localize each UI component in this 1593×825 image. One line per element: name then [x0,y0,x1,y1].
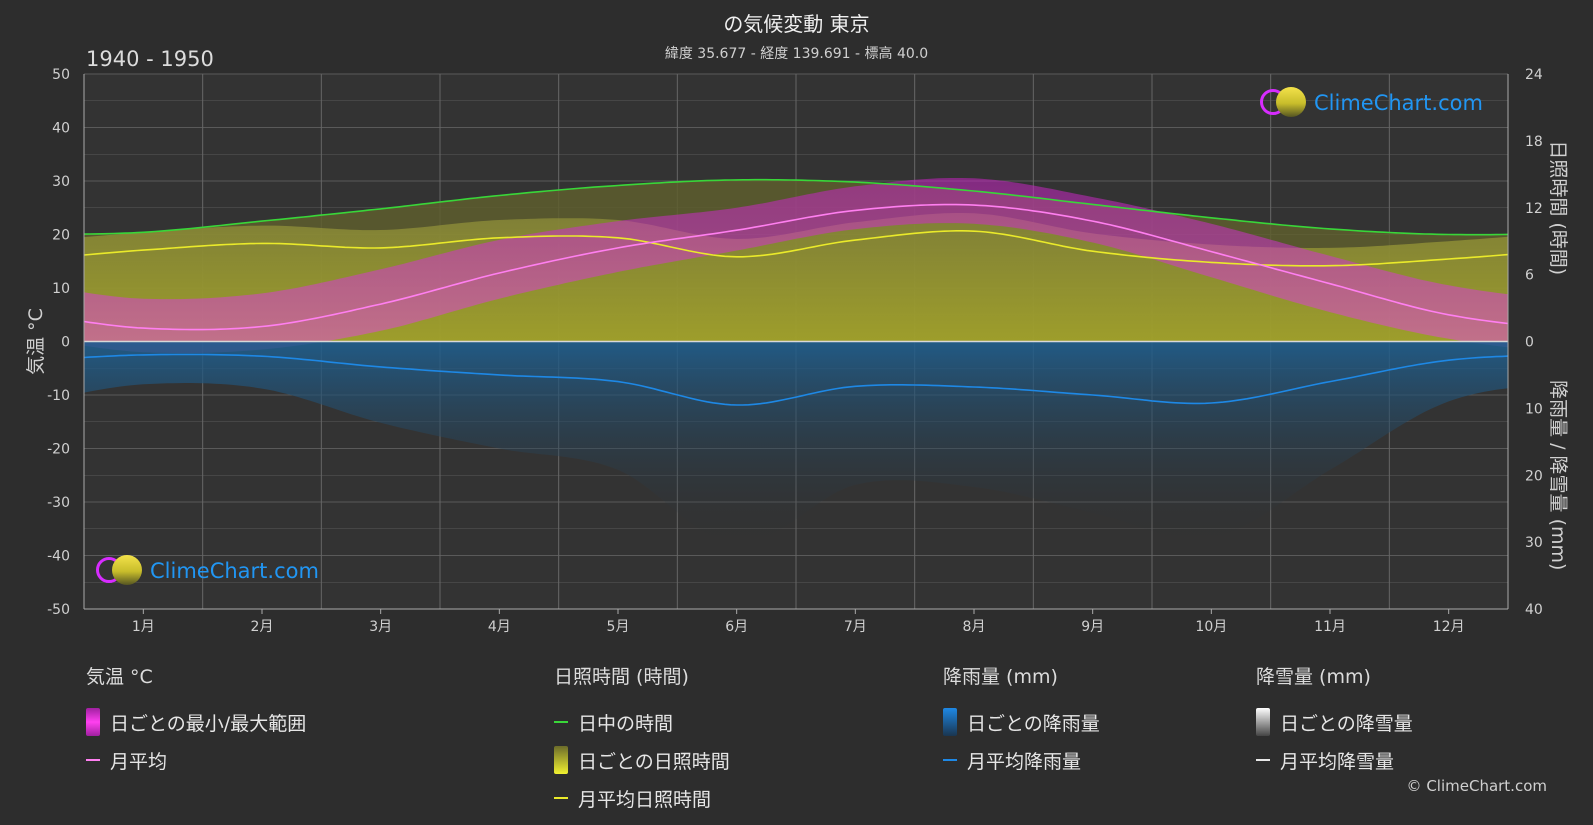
month-tick-label: 12月 [1433,619,1465,635]
left-tick-label: -20 [47,442,70,458]
month-tick-label: 5月 [607,619,630,635]
right-axis-title-sun: 日照時間 (時間) [1547,140,1569,275]
left-tick-label: 0 [61,335,70,351]
climate-chart: 50 40 30 20 10 0 -10 -20 -30 -40 -50 24 18 12 6 0 10 20 30… [25,67,1569,635]
left-tick-label: -30 [47,495,70,511]
copyright: © ClimeChart.com [1406,777,1547,795]
bar-swatch-icon [943,708,957,736]
legend-item: 日ごとの降雨量 [943,703,1100,741]
left-tick-label: 50 [52,67,70,83]
legend-item: 月平均 [86,741,306,779]
bar-swatch-icon [1256,708,1270,736]
climechart-logo-icon [96,555,144,587]
rain-avg-line [83,353,1509,406]
chart-subtitle: 緯度 35.677 - 経度 139.691 - 標高 40.0 [664,46,929,62]
month-tick-label: 6月 [725,619,748,635]
legend-item: 月平均降雪量 [1256,741,1413,779]
right-tick-label-sun: 18 [1525,134,1543,150]
line-swatch-icon [86,759,100,761]
legend-snow: 降雪量 (mm) 日ごとの降雪量 月平均降雪量 [1256,662,1413,779]
month-tick-label: 4月 [488,619,511,635]
legend-rain: 降雨量 (mm) 日ごとの降雨量 月平均降雨量 [943,662,1100,779]
daily-rain-area [84,341,1508,545]
period-label: 1940 - 1950 [86,47,214,71]
legend-item: 日ごとの降雪量 [1256,703,1413,741]
daylight-line [83,178,1509,236]
line-swatch-icon [554,721,568,723]
month-tick-label: 2月 [251,619,274,635]
left-tick-label: -40 [47,549,70,565]
legend-item: 日ごとの最小/最大範囲 [86,703,306,741]
bar-swatch-icon [554,746,568,774]
legend-item: 月平均降雨量 [943,741,1100,779]
legend-header: 気温 °C [86,666,153,688]
legend-sunshine: 日照時間 (時間) 日中の時間 日ごとの日照時間 月平均日照時間 [554,662,730,817]
range-swatch-icon [86,708,100,736]
right-tick-label-rain: 10 [1525,401,1543,417]
temp-range-band [84,178,1508,354]
legend-item: 日中の時間 [554,703,730,741]
line-swatch-icon [943,759,957,761]
temp-avg-line [83,203,1509,331]
right-tick-label-sun: 6 [1525,268,1534,284]
logo-text: ClimeChart.com [150,559,319,583]
right-tick-label-rain: 40 [1525,602,1543,618]
legend-temperature: 気温 °C 日ごとの最小/最大範囲 月平均 [86,662,306,779]
logo-text: ClimeChart.com [1314,91,1483,115]
left-axis-title: 気温 °C [25,308,47,375]
left-tick-label: 10 [52,281,70,297]
legend-header: 降雪量 (mm) [1256,666,1371,688]
legend-header: 降雨量 (mm) [943,666,1058,688]
daily-bars [84,178,1508,545]
month-tick-label: 7月 [844,619,867,635]
left-tick-label: -50 [47,602,70,618]
series-lines [83,178,1509,406]
left-tick-label: 30 [52,174,70,190]
month-tick-label: 3月 [369,619,392,635]
month-tick-label: 1月 [132,619,155,635]
month-tick-label: 11月 [1314,619,1346,635]
axes: 50 40 30 20 10 0 -10 -20 -30 -40 -50 24 18 12 6 0 10 20 30… [25,67,1569,635]
month-tick-label: 9月 [1081,619,1104,635]
right-axis-title-rain: 降雨量 / 降雪量 (mm) [1547,380,1569,570]
left-tick-label: 40 [52,121,70,137]
chart-title: の気候変動 東京 [723,12,870,36]
left-tick-label: 20 [52,228,70,244]
line-swatch-icon [1256,759,1270,761]
legend-item: 月平均日照時間 [554,779,730,817]
legend-item: 日ごとの日照時間 [554,741,730,779]
legend-header: 日照時間 (時間) [554,666,689,688]
line-swatch-icon [554,797,568,799]
logo-bottom-left[interactable]: ClimeChart.com [96,555,319,587]
month-tick-label: 10月 [1195,619,1227,635]
left-tick-label: -10 [47,388,70,404]
right-tick-label-rain: 30 [1525,535,1543,551]
sunshine-avg-line [83,230,1509,267]
month-tick-label: 8月 [963,619,986,635]
right-tick-label-sun: 24 [1525,67,1543,83]
right-tick-label-sun: 0 [1525,335,1534,351]
logo-top-right[interactable]: ClimeChart.com [1260,87,1483,119]
right-tick-label-rain: 20 [1525,468,1543,484]
right-tick-label-sun: 12 [1525,201,1543,217]
climechart-logo-icon [1260,87,1308,119]
